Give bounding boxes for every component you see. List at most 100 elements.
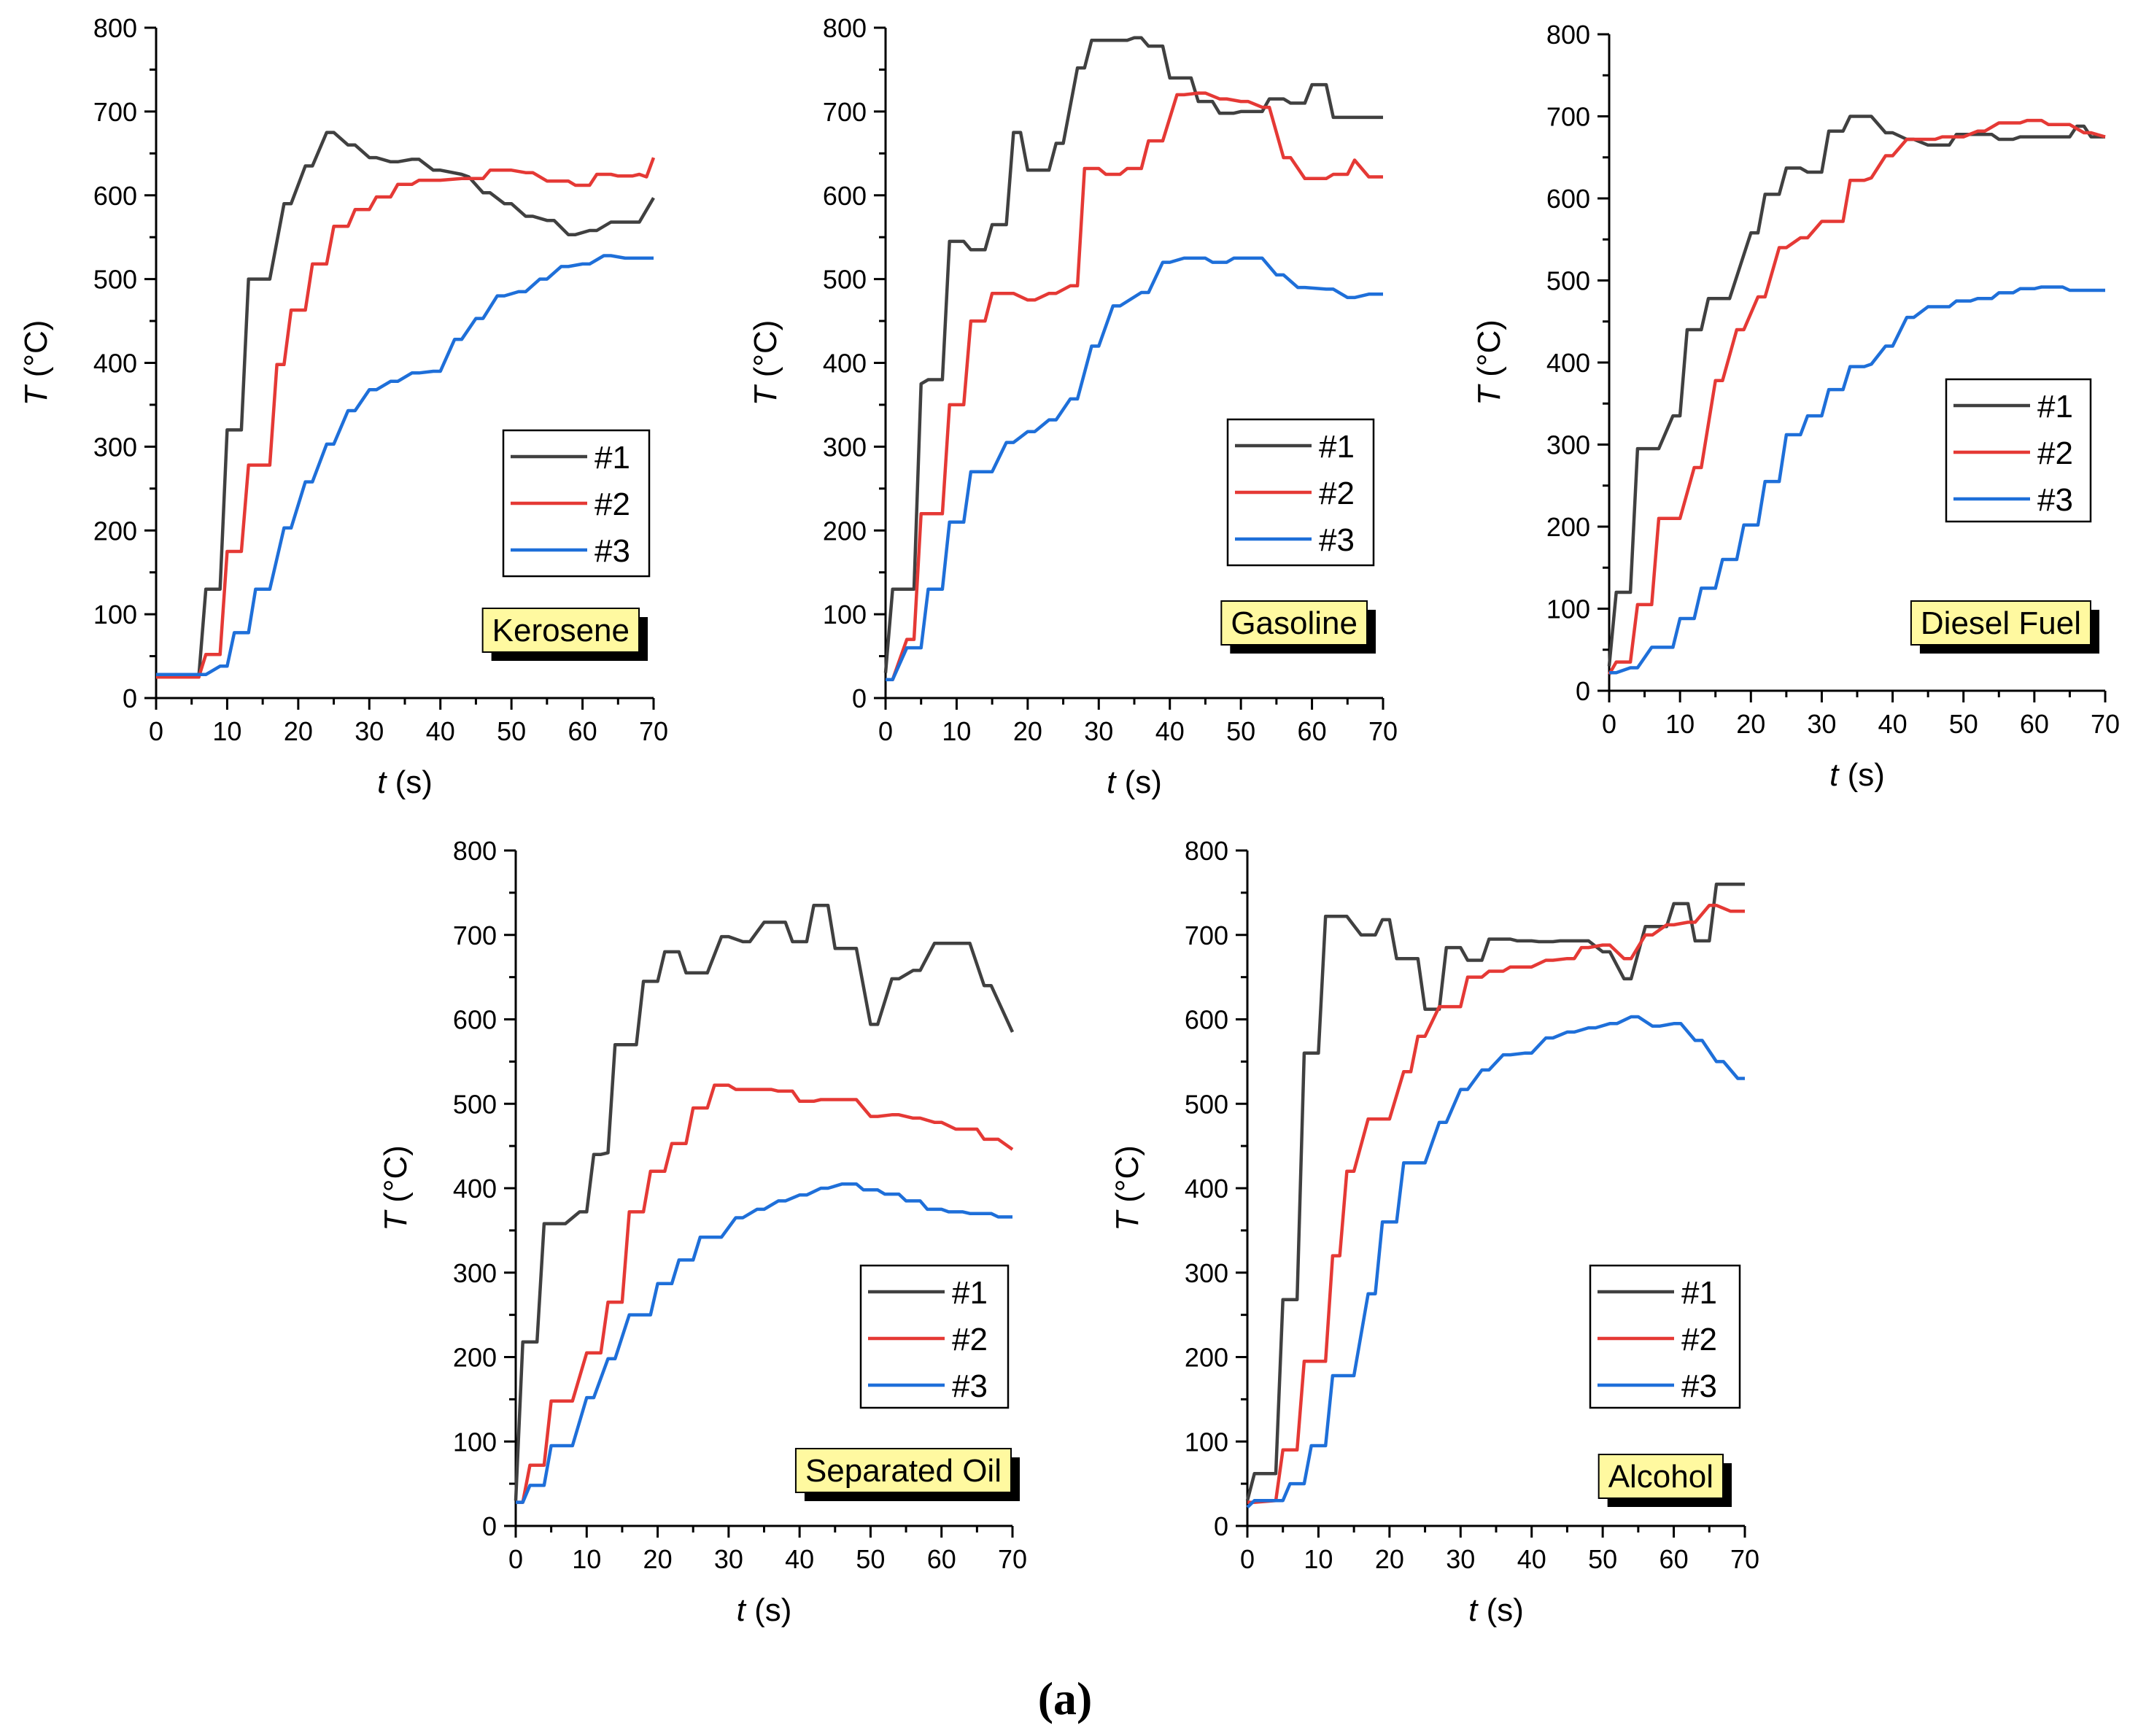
y-tick-label: 500 xyxy=(93,265,137,295)
y-axis-title: T (°C) xyxy=(748,320,783,406)
y-tick-label: 300 xyxy=(823,432,867,462)
fuel-label-box xyxy=(794,1448,1012,1493)
y-tick-label: 200 xyxy=(453,1343,497,1373)
x-axis-title: t (s) xyxy=(737,1592,792,1628)
x-tick-label: 50 xyxy=(1949,709,1978,739)
x-tick-label: 10 xyxy=(212,716,241,746)
x-tick-label: 70 xyxy=(2091,709,2120,739)
y-tick-label: 100 xyxy=(1546,594,1590,624)
legend-entry: #3 xyxy=(595,533,630,569)
y-tick-label: 100 xyxy=(823,600,867,629)
fuel-label: Gasoline xyxy=(1231,605,1358,641)
x-tick-label: 10 xyxy=(572,1544,601,1574)
y-tick-label: 300 xyxy=(93,432,137,462)
fuel-label: Alcohol xyxy=(1608,1459,1713,1495)
y-tick-label: 700 xyxy=(823,97,867,127)
y-axis-title: T (°C) xyxy=(18,320,54,406)
x-tick-label: 0 xyxy=(149,716,163,746)
fuel-label: Kerosene xyxy=(492,613,630,648)
legend-entry: #3 xyxy=(1681,1368,1717,1404)
y-tick-label: 700 xyxy=(1546,102,1590,132)
fuel-label-box xyxy=(1910,600,2091,646)
x-axis-title: t (s) xyxy=(1468,1592,1524,1628)
x-tick-label: 20 xyxy=(643,1544,673,1574)
x-axis-title: t (s) xyxy=(1107,764,1162,800)
y-axis-title: T (°C) xyxy=(378,1145,414,1231)
chart-gasoline: 0 100 200 300 400 500 600 700 800 0 10 20 30 40 50 60 70… xyxy=(748,13,1398,800)
y-axis-title: T (°C) xyxy=(1471,319,1507,406)
x-tick-label: 30 xyxy=(1807,709,1836,739)
x-tick-label: 0 xyxy=(1240,1544,1255,1574)
y-tick-label: 400 xyxy=(453,1174,497,1204)
y-tick-label: 600 xyxy=(453,1005,497,1035)
y-tick-label: 600 xyxy=(93,181,137,211)
legend-entry: #1 xyxy=(595,440,630,476)
fuel-label-tag: Kerosene xyxy=(481,608,648,661)
y-tick-label: 300 xyxy=(1546,430,1590,460)
x-tick-label: 20 xyxy=(1013,716,1042,746)
x-tick-label: 50 xyxy=(856,1544,885,1574)
y-tick-label: 400 xyxy=(93,349,137,379)
y-tick-label: 200 xyxy=(93,516,137,546)
y-tick-label: 0 xyxy=(1214,1511,1228,1541)
y-tick-label: 400 xyxy=(1546,348,1590,378)
x-tick-label: 40 xyxy=(1155,716,1185,746)
series-line-n1 xyxy=(883,36,1383,673)
x-tick-label: 30 xyxy=(355,716,384,746)
y-tick-label: 500 xyxy=(823,265,867,295)
legend-entry: #1 xyxy=(952,1275,988,1311)
y-tick-label: 0 xyxy=(852,683,867,713)
series-line-n3 xyxy=(1246,1015,1745,1509)
y-tick-label: 600 xyxy=(1546,184,1590,214)
x-tick-label: 60 xyxy=(1660,1544,1689,1574)
y-tick-label: 600 xyxy=(1185,1005,1228,1035)
series-line-n1 xyxy=(156,131,655,679)
y-tick-label: 200 xyxy=(823,516,867,546)
x-tick-label: 60 xyxy=(568,716,597,746)
x-tick-label: 60 xyxy=(927,1544,956,1574)
y-tick-label: 700 xyxy=(93,97,137,127)
y-tick-label: 0 xyxy=(123,683,137,713)
y-tick-label: 100 xyxy=(453,1427,497,1457)
x-tick-label: 40 xyxy=(1878,709,1908,739)
fuel-label-tag: Separated Oil xyxy=(794,1448,1020,1501)
y-tick-label: 0 xyxy=(482,1511,497,1541)
x-tick-label: 40 xyxy=(785,1544,814,1574)
x-tick-label: 30 xyxy=(714,1544,743,1574)
y-tick-label: 600 xyxy=(823,181,867,211)
y-tick-label: 300 xyxy=(453,1258,497,1288)
fuel-label-box xyxy=(1598,1454,1724,1499)
x-tick-label: 50 xyxy=(1588,1544,1617,1574)
legend-entry: #1 xyxy=(1681,1275,1717,1311)
y-tick-label: 200 xyxy=(1185,1343,1228,1373)
x-tick-label: 40 xyxy=(426,716,455,746)
chart-alcohol: 0 100 200 300 400 500 600 700 800 0 10 20 30 40 50 60 70… xyxy=(1109,836,1759,1628)
y-tick-label: 500 xyxy=(1185,1089,1228,1119)
x-tick-label: 70 xyxy=(1368,716,1398,746)
fuel-label-box xyxy=(1220,600,1368,646)
y-tick-label: 500 xyxy=(1546,266,1590,296)
x-tick-label: 0 xyxy=(878,716,893,746)
y-tick-label: 800 xyxy=(93,13,137,43)
y-tick-label: 200 xyxy=(1546,512,1590,542)
x-tick-label: 40 xyxy=(1517,1544,1546,1574)
series-line-n2 xyxy=(1608,118,2106,675)
x-axis-title: t (s) xyxy=(1829,757,1885,793)
series-line-n2 xyxy=(516,1083,1014,1504)
series-line-n1 xyxy=(1245,883,1745,1501)
legend-entry: #2 xyxy=(1681,1322,1717,1357)
legend-entry: #2 xyxy=(2037,435,2073,471)
y-tick-label: 300 xyxy=(1185,1258,1228,1288)
x-tick-label: 0 xyxy=(1602,709,1616,739)
legend-entry: #3 xyxy=(1319,522,1355,558)
x-tick-label: 10 xyxy=(1304,1544,1333,1574)
y-tick-label: 400 xyxy=(823,349,867,379)
series-line-n2 xyxy=(886,91,1383,681)
series-line-n1 xyxy=(1607,115,2105,667)
y-tick-label: 800 xyxy=(823,13,867,43)
series-line-n2 xyxy=(156,157,656,679)
y-tick-label: 100 xyxy=(93,600,137,629)
legend-entry: #1 xyxy=(2037,389,2073,425)
series-line-n2 xyxy=(1247,903,1745,1504)
